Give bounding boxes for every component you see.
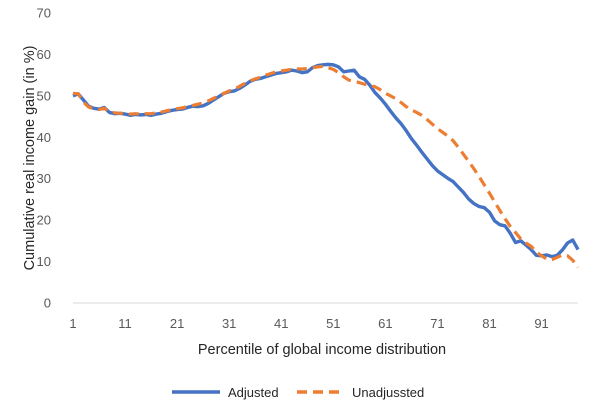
y-tick-label: 60 <box>37 47 51 62</box>
series-layer <box>72 62 580 269</box>
x-tick-label: 71 <box>430 316 444 331</box>
x-tick-label: 41 <box>274 316 288 331</box>
x-tick-label: 91 <box>534 316 548 331</box>
y-tick-label: 30 <box>37 171 51 186</box>
x-tick-label: 11 <box>118 316 132 331</box>
y-tick-label: 40 <box>37 130 51 145</box>
y-axis-title: Cumulative real income gain (in %) <box>22 46 38 271</box>
x-tick-label: 81 <box>482 316 496 331</box>
y-axis-ticks: 0 10 20 30 40 50 60 70 <box>37 6 51 311</box>
series-line-unadjusted <box>72 64 580 269</box>
y-tick-label: 50 <box>37 88 51 103</box>
y-tick-label: 70 <box>37 6 51 21</box>
y-tick-label: 20 <box>37 213 51 228</box>
x-tick-label: 31 <box>222 316 236 331</box>
x-axis-ticks: 1 11 21 31 41 51 61 71 81 91 <box>69 316 548 331</box>
y-tick-label: 0 <box>44 296 51 311</box>
y-tick-label: 10 <box>37 254 51 269</box>
legend-label-adjusted: Adjusted <box>228 385 279 400</box>
x-tick-label: 51 <box>326 316 340 331</box>
x-axis-title: Percentile of global income distribution <box>198 342 446 358</box>
x-tick-label: 1 <box>69 316 76 331</box>
legend: Adjusted Unadjussted <box>172 385 424 400</box>
x-tick-label: 21 <box>170 316 184 331</box>
legend-label-unadjusted: Unadjussted <box>352 385 424 400</box>
x-tick-label: 61 <box>378 316 392 331</box>
series-line-adjusted <box>72 62 580 259</box>
